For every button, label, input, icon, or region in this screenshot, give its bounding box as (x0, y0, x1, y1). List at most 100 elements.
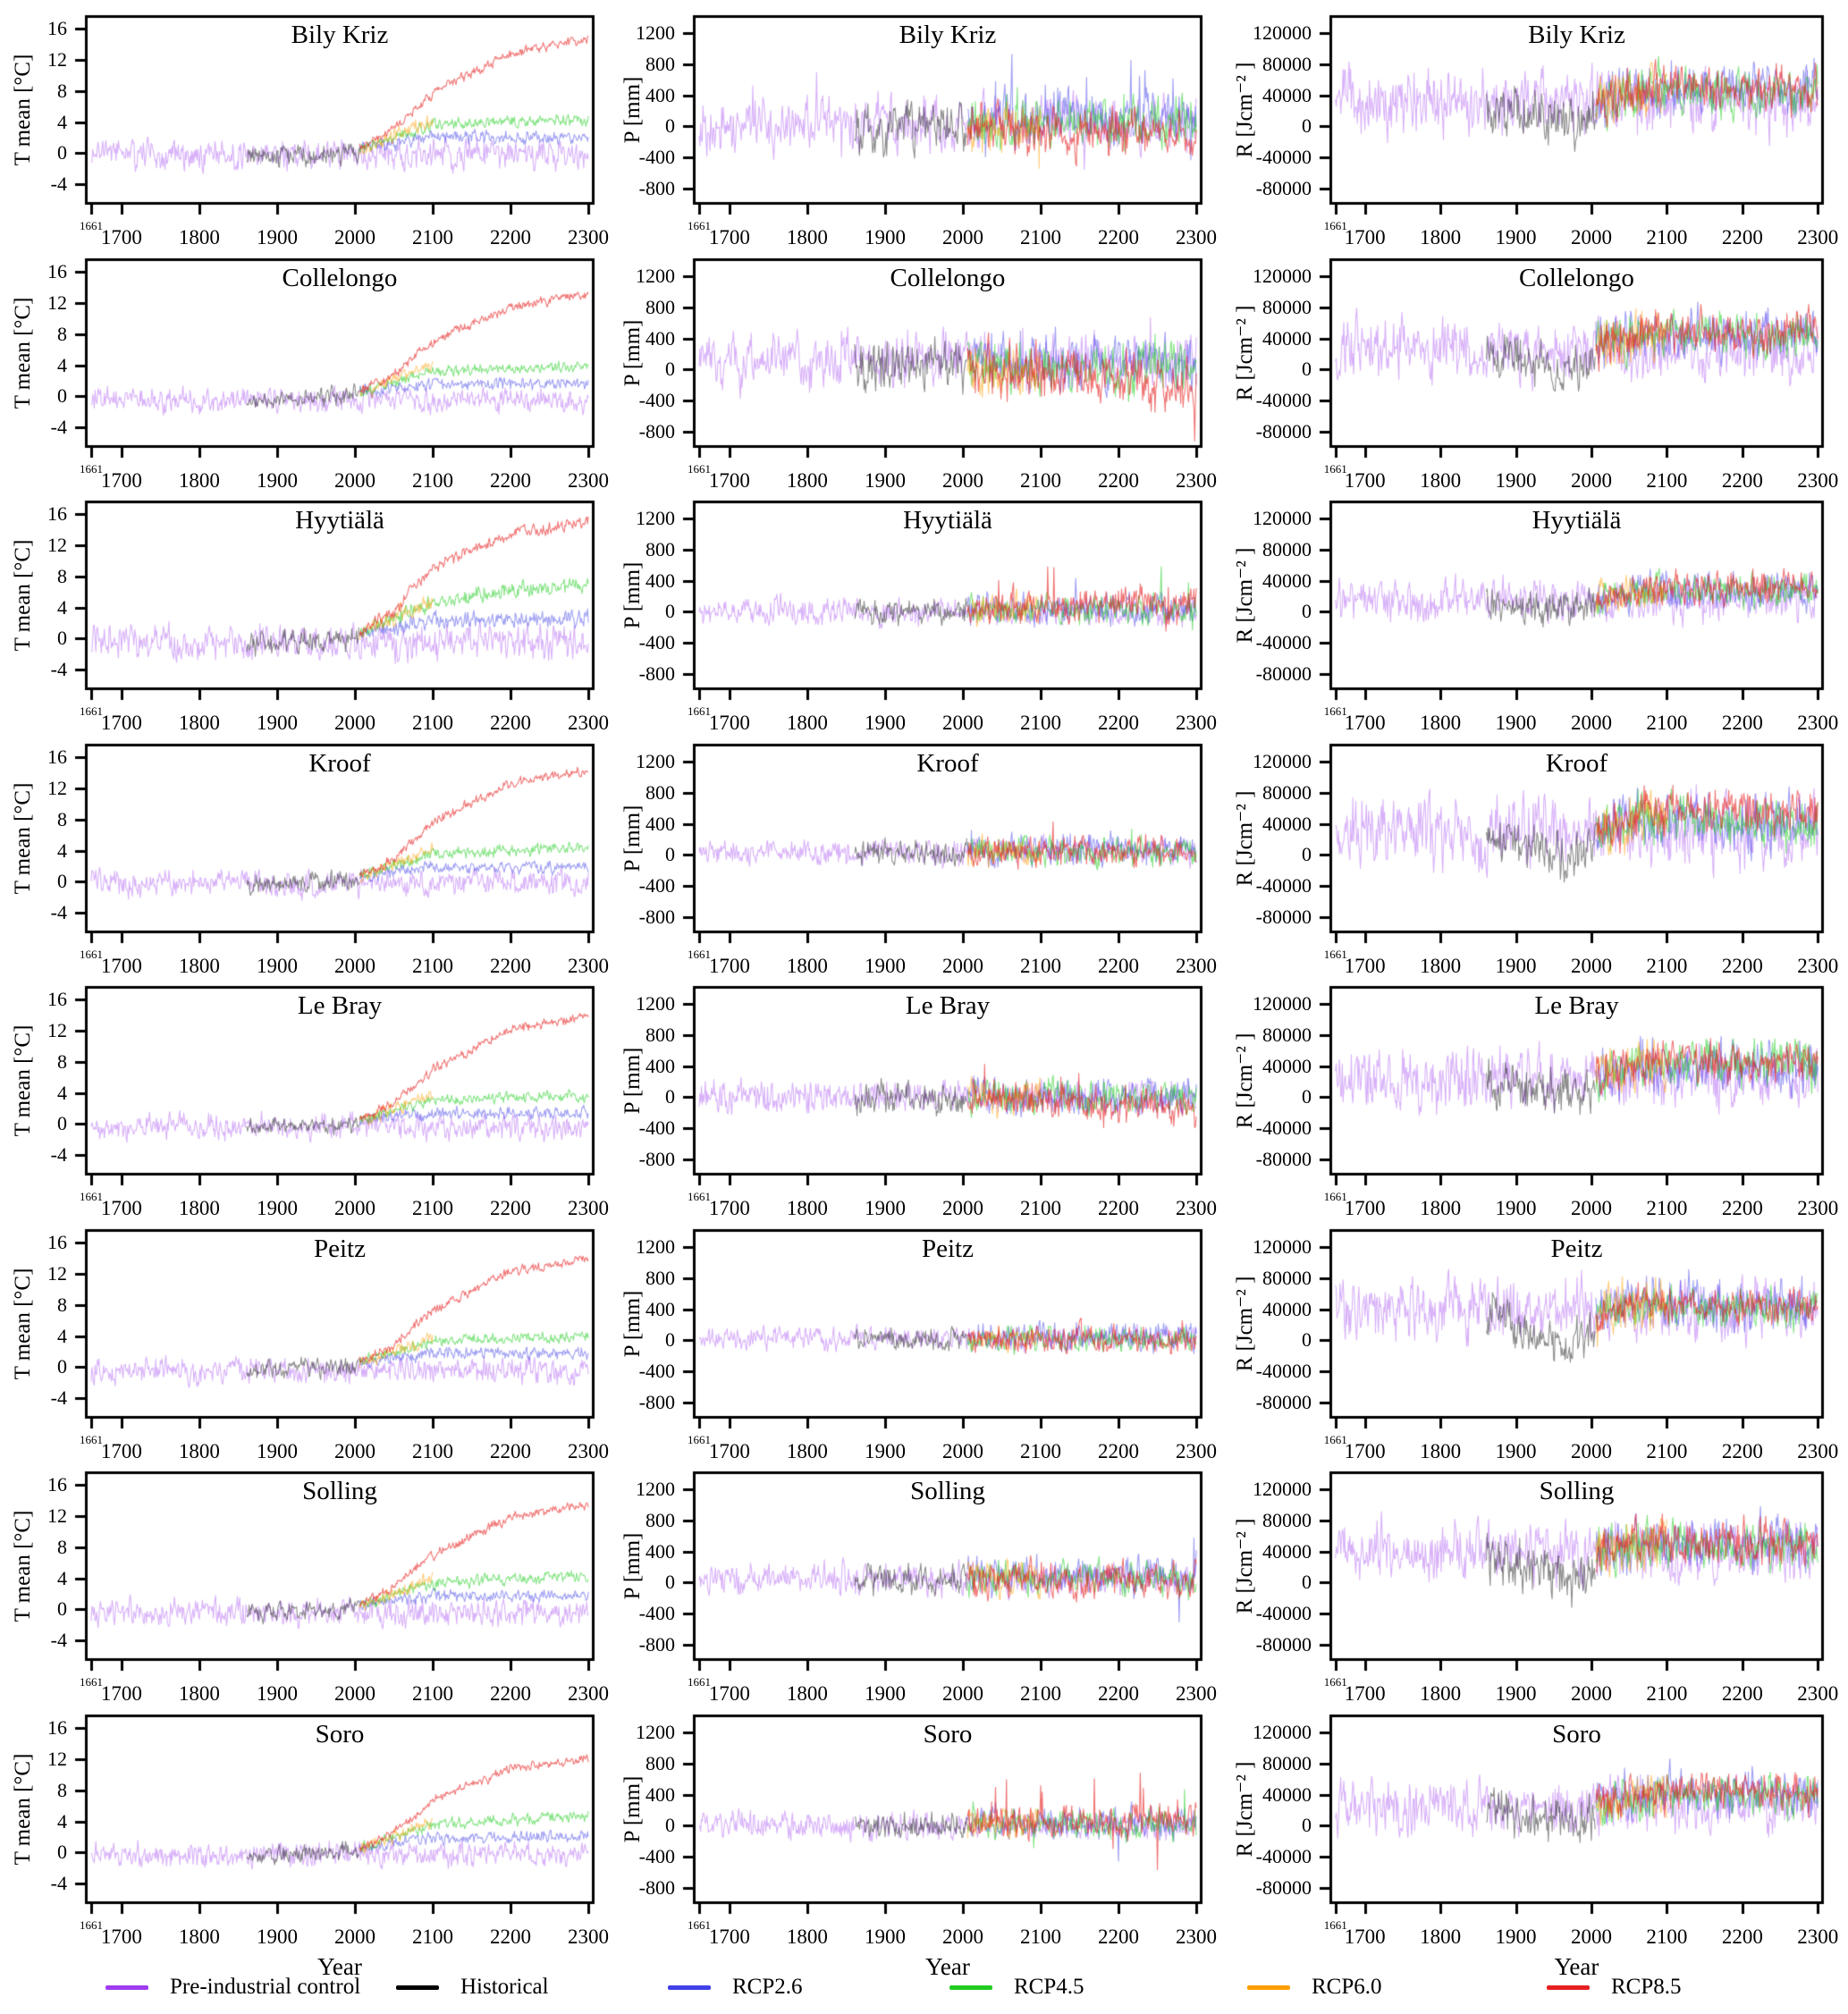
x-tick-label: 1661 (687, 1918, 711, 1932)
y-tick-label: 12 (47, 1018, 67, 1041)
y-tick-label: -80000 (1255, 906, 1312, 929)
x-tick-label: 1900 (864, 1926, 906, 1948)
x-tick-label: 1661 (79, 462, 103, 476)
panel-title: Hyytiälä (903, 506, 992, 535)
y-tick-label: 0 (1302, 358, 1312, 381)
y-tick-label: 4 (57, 595, 67, 619)
legend-swatch-rcp85-icon (1547, 1985, 1590, 1990)
x-tick-label: 2200 (490, 712, 531, 734)
x-tick-label: 2100 (411, 712, 453, 734)
x-tick-label: 1700 (100, 469, 142, 492)
x-tick-label: 1700 (100, 226, 142, 249)
x-tick-label: 2100 (1646, 1682, 1688, 1705)
y-tick-label: 0 (1302, 1085, 1312, 1108)
panel-title: Kroof (308, 749, 371, 778)
y-tick-label: 0 (57, 1112, 67, 1135)
plot-canvas-Soro-P (679, 1714, 1206, 1919)
x-tick-label: 1700 (1344, 469, 1386, 492)
x-axis-title: Year (925, 1953, 970, 1980)
y-tick-label: 120000 (1253, 264, 1312, 287)
x-tick-label: 2300 (1797, 1197, 1839, 1219)
y-tick-label: 800 (646, 1266, 675, 1289)
x-tick-label: 1700 (1344, 1440, 1386, 1462)
y-tick-label: 1200 (636, 991, 675, 1015)
panel-title: Kroof (1545, 749, 1608, 778)
y-tick-label: 0 (1302, 843, 1312, 866)
y-tick-label: 12 (47, 1504, 67, 1527)
x-tick-label: 1800 (1420, 1682, 1462, 1705)
y-tick-label: 40000 (1262, 569, 1312, 592)
y-tick-label: 0 (57, 627, 67, 650)
y-tick-label: 800 (646, 1751, 675, 1774)
y-tick-label: -40000 (1255, 1845, 1312, 1868)
plot-canvas-Collelongo-T (71, 257, 598, 463)
y-tick-label: -80000 (1255, 420, 1312, 443)
y-tick-label: -800 (638, 1876, 675, 1900)
x-tick-label: 2000 (941, 955, 983, 977)
x-tick-label: 2000 (333, 1440, 376, 1462)
x-tick-label: 1661 (79, 1433, 103, 1446)
x-tick-label: 2100 (1019, 1440, 1061, 1462)
x-tick-label: 2100 (1019, 955, 1061, 977)
y-tick-label: -400 (638, 146, 675, 169)
x-tick-label: 2200 (1098, 469, 1139, 492)
x-tick-label: 2000 (1570, 1197, 1612, 1219)
y-tick-label: 4 (57, 1081, 67, 1104)
legend-label: Historical (460, 1975, 549, 1999)
x-tick-label: 1661 (1323, 219, 1347, 232)
x-tick-label: 2200 (1721, 469, 1763, 492)
y-tick-label: -4 (50, 1386, 67, 1410)
x-tick-label: 1800 (178, 1926, 220, 1948)
x-tick-label: 2200 (1721, 1926, 1763, 1948)
y-tick-label: 8 (57, 564, 67, 587)
x-tick-label: 2100 (1019, 1682, 1061, 1705)
x-tick-label: 1800 (178, 1197, 220, 1219)
x-tick-label: 1900 (1495, 1440, 1537, 1462)
x-tick-label: 2200 (1721, 1440, 1763, 1462)
plot-canvas-Le Bray-R (1315, 985, 1827, 1191)
x-tick-label: 1800 (786, 1440, 828, 1462)
x-tick-label: 1800 (786, 226, 828, 249)
x-tick-label: 2300 (1797, 469, 1839, 492)
x-tick-label: 1800 (178, 712, 220, 734)
x-tick-label: 2300 (1797, 1440, 1839, 1462)
x-tick-label: 2300 (1797, 226, 1839, 249)
x-tick-label: 1700 (708, 955, 750, 977)
x-tick-label: 2100 (1019, 469, 1061, 492)
x-tick-label: 1900 (256, 1926, 298, 1948)
y-tick-label: 16 (47, 987, 67, 1010)
x-tick-label: 1800 (1420, 226, 1462, 249)
x-tick-label: 2300 (1176, 712, 1218, 734)
x-tick-label: 1800 (786, 1682, 828, 1705)
x-tick-label: 2200 (490, 955, 531, 977)
x-tick-label: 1661 (1323, 1675, 1347, 1689)
y-tick-label: -80000 (1255, 177, 1312, 200)
y-tick-label: 800 (646, 1508, 675, 1531)
x-tick-label: 2100 (1646, 469, 1688, 492)
x-tick-label: 1900 (1495, 712, 1537, 734)
panel-title: Peitz (922, 1235, 974, 1263)
x-tick-label: 2100 (411, 1440, 453, 1462)
legend-swatch-hist-icon (396, 1985, 439, 1990)
y-tick-label: 80000 (1262, 1751, 1312, 1774)
y-tick-label: 4 (57, 1566, 67, 1589)
y-axis-label: R [Jcm⁻² ] (1233, 1761, 1257, 1858)
y-tick-label: -400 (638, 1117, 675, 1140)
panel-title: Bily Kriz (1528, 21, 1625, 49)
x-tick-label: 1661 (687, 1190, 711, 1203)
x-tick-label: 1900 (1495, 1197, 1537, 1219)
y-tick-label: -80000 (1255, 1391, 1312, 1414)
y-tick-label: 0 (1302, 1814, 1312, 1837)
panel-title: Soro (923, 1720, 973, 1749)
x-tick-label: 1700 (708, 469, 750, 492)
y-tick-label: 0 (1302, 1571, 1312, 1594)
x-tick-label: 1700 (1344, 1682, 1386, 1705)
x-tick-label: 2000 (941, 1926, 983, 1948)
panel-title: Soro (1552, 1720, 1601, 1749)
x-tick-label: 2300 (1176, 469, 1218, 492)
y-tick-label: 12 (47, 47, 67, 71)
x-tick-label: 1700 (708, 226, 750, 249)
y-tick-label: -400 (638, 1845, 675, 1868)
y-tick-label: 8 (57, 79, 67, 102)
